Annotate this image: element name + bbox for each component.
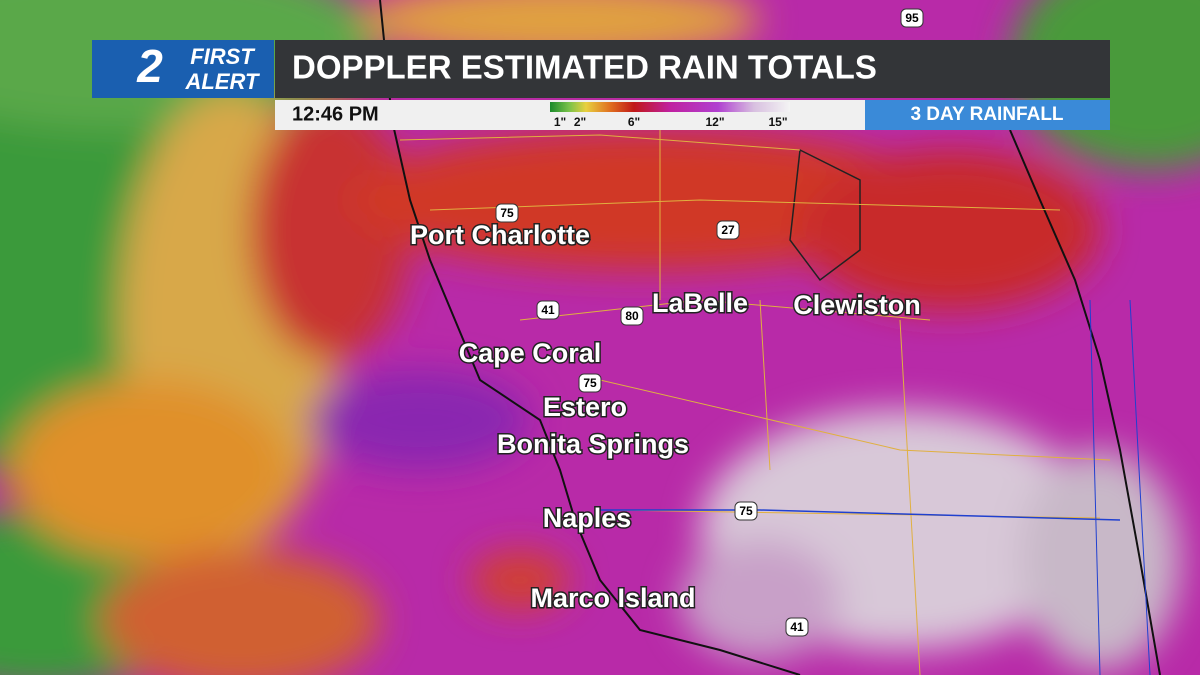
- logo-number: 2: [136, 40, 163, 92]
- city-label: Estero: [543, 392, 627, 422]
- legend-labels: 1" 2" 6" 12" 15": [554, 115, 788, 129]
- shield-badge: [495, 203, 519, 223]
- legend-label: 12": [705, 115, 724, 129]
- city-labels: Port Charlotte LaBelle Clewiston Cape Coral…: [408, 219, 922, 615]
- shield-number: 41: [541, 303, 555, 317]
- city-label: Bonita Springs: [497, 429, 689, 459]
- title-bar: [275, 40, 1110, 98]
- legend-label: 15": [768, 115, 787, 129]
- shield-number: 75: [739, 504, 753, 518]
- legend-scale: [550, 102, 790, 112]
- shield-badge: [716, 220, 740, 240]
- legend-label: 6": [628, 115, 640, 129]
- tab: [865, 100, 1110, 130]
- tab-label: 3 DAY RAINFALL: [910, 104, 1063, 125]
- shield-number: 27: [721, 223, 735, 237]
- header: 2 FIRST ALERT DOPPLER ESTIMATED RAIN TOT…: [92, 40, 1110, 130]
- legend-label: 1": [554, 115, 566, 129]
- shield-badge: [536, 300, 560, 320]
- shield-number: 41: [790, 620, 804, 634]
- shields: 95 75 27 41 80 75 75 41: [495, 8, 924, 637]
- shield-badge: [620, 306, 644, 326]
- coastline: [379, 0, 1161, 675]
- city-label: Port Charlotte: [410, 220, 590, 250]
- shield-number: 80: [625, 309, 639, 323]
- shield-number: 75: [500, 206, 514, 220]
- city-label: Cape Coral: [459, 338, 602, 368]
- shield-badge: [785, 617, 809, 637]
- legend-label: 2": [574, 115, 586, 129]
- city-label: LaBelle: [652, 288, 748, 318]
- logo-line1: FIRST: [190, 44, 255, 69]
- shield-number: 95: [905, 11, 919, 25]
- shield-badge: [734, 501, 758, 521]
- city-label: Clewiston: [793, 290, 921, 320]
- time: 12:46 PM: [292, 103, 379, 125]
- shield-badge: [578, 373, 602, 393]
- title: DOPPLER ESTIMATED RAIN TOTALS: [292, 49, 877, 86]
- logo-line2: ALERT: [185, 69, 260, 94]
- shield-number: 75: [583, 376, 597, 390]
- city-label: Marco Island: [530, 583, 695, 613]
- shield-badge: [900, 8, 924, 28]
- logo-box: [92, 40, 274, 98]
- city-label: Naples: [543, 503, 632, 533]
